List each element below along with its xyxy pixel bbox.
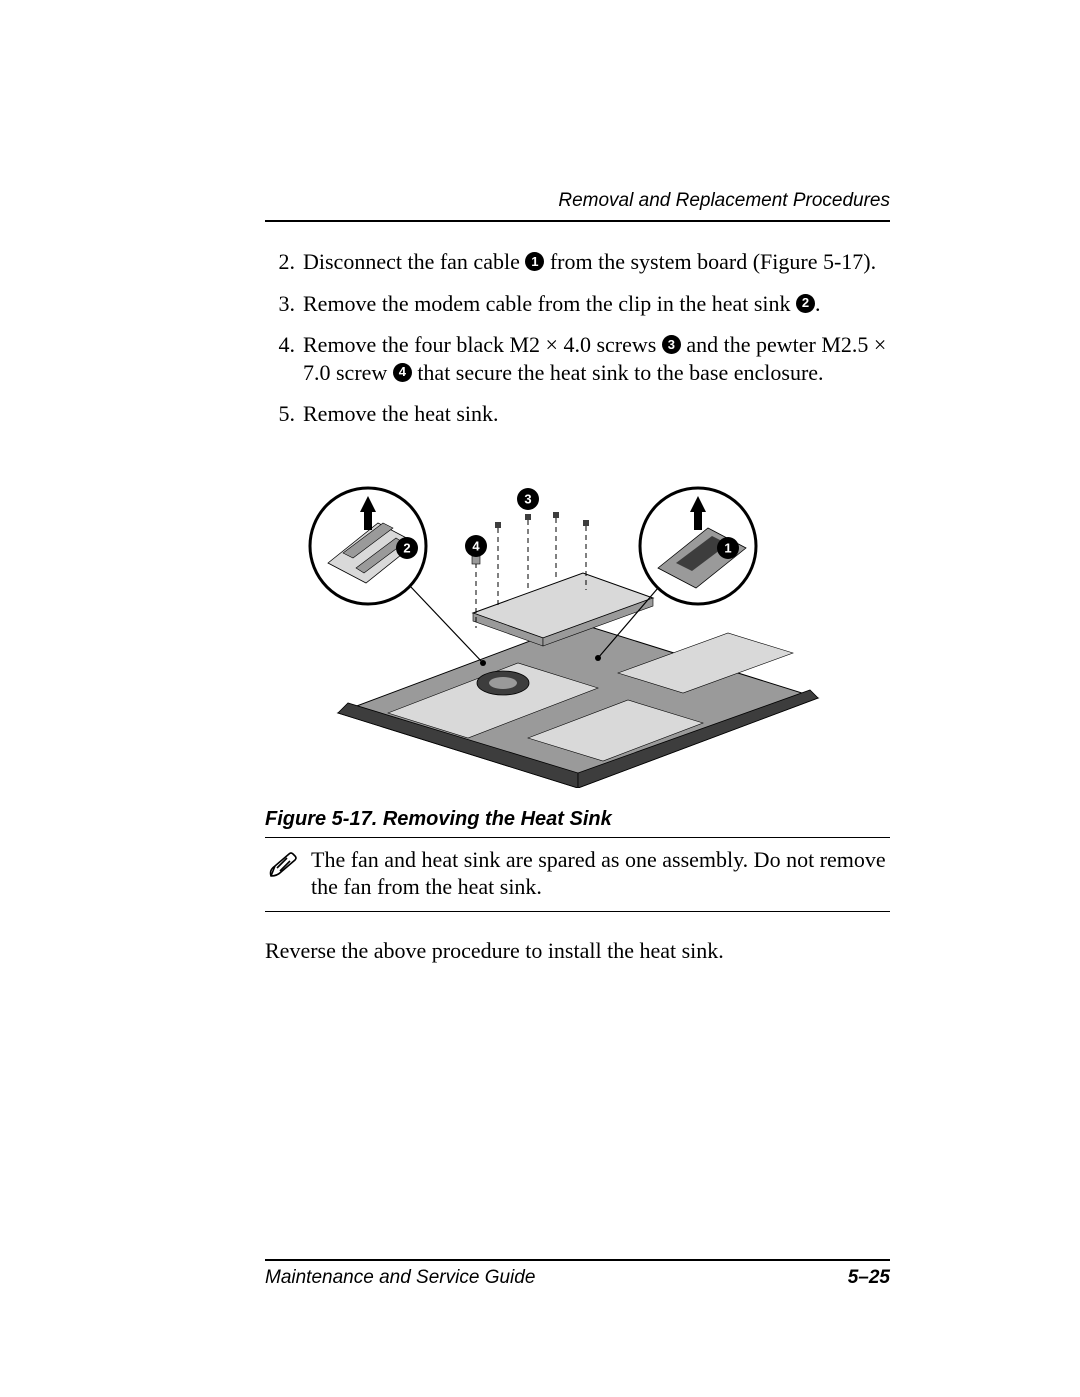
callout-marker-2: 2 (796, 294, 815, 313)
callout-marker-1: 1 (525, 252, 544, 271)
footer-rule (265, 1259, 890, 1261)
note-rule-top (265, 837, 890, 838)
step-item: 2.Disconnect the fan cable 1 from the sy… (265, 248, 890, 276)
reverse-instruction: Reverse the above procedure to install t… (265, 938, 890, 964)
step-text: Remove the modem cable from the clip in … (303, 290, 890, 318)
step-text: Disconnect the fan cable 1 from the syst… (303, 248, 890, 276)
note-pencil-icon (265, 846, 301, 882)
callout-marker-4: 4 (393, 363, 412, 382)
note-rule-bottom (265, 911, 890, 912)
svg-text:3: 3 (524, 491, 531, 506)
svg-text:2: 2 (403, 540, 410, 555)
step-text: Remove the four black M2 × 4.0 screws 3 … (303, 331, 890, 386)
note-text: The fan and heat sink are spared as one … (311, 846, 890, 901)
footer-page-number: 5–25 (848, 1267, 890, 1289)
footer-guide-title: Maintenance and Service Guide (265, 1267, 535, 1289)
footer-row: Maintenance and Service Guide 5–25 (265, 1267, 890, 1289)
svg-text:1: 1 (724, 540, 731, 555)
step-item: 5.Remove the heat sink. (265, 400, 890, 428)
steps-list: 2.Disconnect the fan cable 1 from the sy… (265, 248, 890, 428)
page: Removal and Replacement Procedures 2.Dis… (0, 0, 1080, 1397)
header-rule (265, 220, 890, 222)
step-number: 2. (265, 248, 303, 276)
step-item: 4.Remove the four black M2 × 4.0 screws … (265, 331, 890, 386)
note-block: The fan and heat sink are spared as one … (265, 842, 890, 907)
step-number: 5. (265, 400, 303, 428)
step-number: 3. (265, 290, 303, 318)
figure-illustration: 2 3 4 1 (298, 468, 858, 788)
header-title: Removal and Replacement Procedures (265, 190, 890, 212)
step-text: Remove the heat sink. (303, 400, 890, 428)
callout-marker-3: 3 (662, 335, 681, 354)
svg-text:4: 4 (472, 538, 480, 553)
figure-container: 2 3 4 1 (265, 468, 890, 788)
page-footer: Maintenance and Service Guide 5–25 (265, 1259, 890, 1289)
step-number: 4. (265, 331, 303, 386)
step-item: 3.Remove the modem cable from the clip i… (265, 290, 890, 318)
page-header: Removal and Replacement Procedures (265, 190, 890, 222)
figure-caption: Figure 5-17. Removing the Heat Sink (265, 808, 890, 831)
page-content: 2.Disconnect the fan cable 1 from the sy… (265, 248, 890, 964)
